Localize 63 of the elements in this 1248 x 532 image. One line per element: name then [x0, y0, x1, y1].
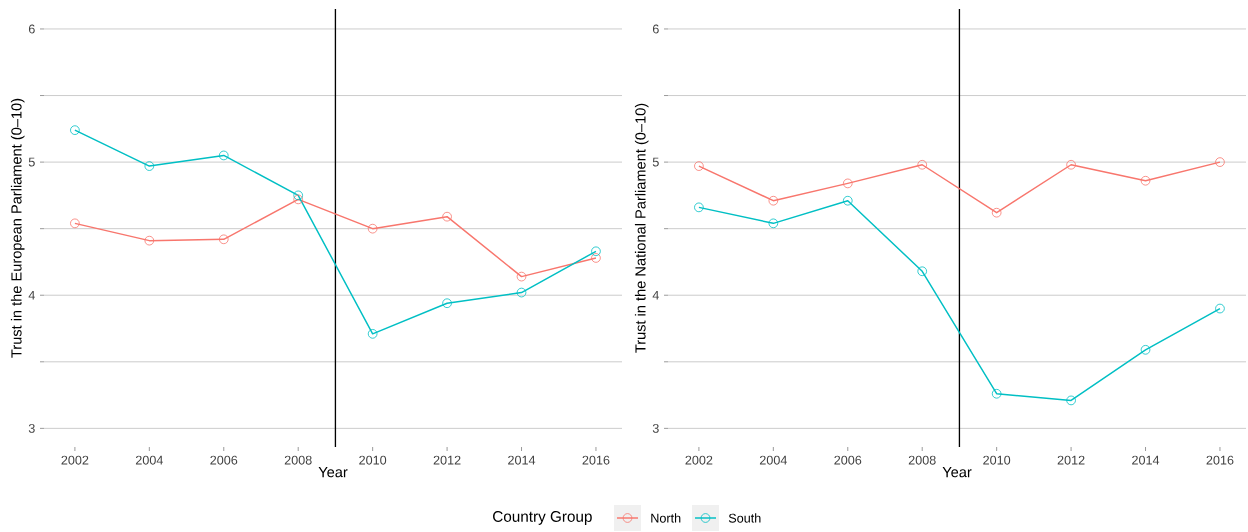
- x-tick-label: 2004: [135, 455, 163, 465]
- point: [442, 298, 452, 309]
- point: [293, 190, 303, 201]
- y-tick-label: 5: [28, 157, 35, 167]
- point: [591, 246, 601, 257]
- y-tick-label: 3: [28, 423, 35, 433]
- x-tick-label: 2014: [1132, 455, 1160, 465]
- x-axis-title: Year: [942, 467, 972, 478]
- x-tick-label: 2012: [1057, 455, 1085, 465]
- x-tick-label: 2010: [359, 455, 387, 465]
- point: [144, 161, 155, 171]
- point: [516, 287, 527, 298]
- x-axis-title: Year: [318, 467, 348, 478]
- x-tick-label: 2004: [759, 455, 787, 465]
- x-tick-label: 2014: [508, 455, 536, 465]
- x-tick-label: 2010: [983, 455, 1011, 465]
- point: [144, 235, 155, 246]
- point: [917, 266, 928, 277]
- point: [1140, 175, 1151, 186]
- point: [367, 329, 378, 339]
- x-tick-label: 2006: [834, 455, 862, 465]
- x-tick-label: 2002: [61, 455, 89, 465]
- point: [1215, 303, 1225, 314]
- point: [694, 202, 704, 213]
- point: [293, 194, 303, 205]
- y-tick-label: 3: [652, 423, 659, 433]
- point: [694, 161, 704, 171]
- point: [70, 218, 80, 229]
- point: [516, 271, 527, 282]
- point: [991, 207, 1002, 218]
- y-tick-label: 5: [652, 157, 659, 167]
- y-tick-label: 4: [652, 290, 659, 300]
- x-tick-label: 2002: [685, 455, 713, 465]
- point: [768, 195, 779, 206]
- point: [991, 388, 1002, 399]
- legend-label: South: [728, 513, 761, 523]
- point: [70, 125, 80, 135]
- point: [1140, 345, 1151, 355]
- point: [1066, 395, 1076, 406]
- legend-title: Country Group: [493, 511, 592, 525]
- point: [842, 178, 853, 189]
- x-tick-label: 2006: [210, 455, 238, 465]
- y-tick-label: 4: [28, 290, 35, 300]
- x-tick-label: 2016: [1206, 455, 1234, 465]
- point: [1215, 157, 1225, 167]
- x-tick-label: 2008: [284, 455, 312, 465]
- point: [591, 253, 601, 263]
- x-tick-label: 2012: [433, 455, 461, 465]
- y-tick-label: 6: [28, 24, 35, 34]
- point: [842, 195, 853, 206]
- legend-label: North: [651, 513, 681, 523]
- y-axis-title: Trust in the European Parliament (0–10): [10, 98, 25, 358]
- y-axis-title: Trust in the National Parliament (0–10): [634, 103, 649, 353]
- point: [768, 218, 779, 229]
- point: [218, 234, 229, 245]
- point: [442, 211, 452, 222]
- x-tick-label: 2008: [908, 455, 936, 465]
- point: [917, 159, 928, 170]
- y-tick-label: 6: [652, 24, 659, 34]
- point: [367, 223, 378, 234]
- point: [218, 150, 229, 161]
- point: [1066, 159, 1076, 170]
- x-tick-label: 2016: [582, 455, 610, 465]
